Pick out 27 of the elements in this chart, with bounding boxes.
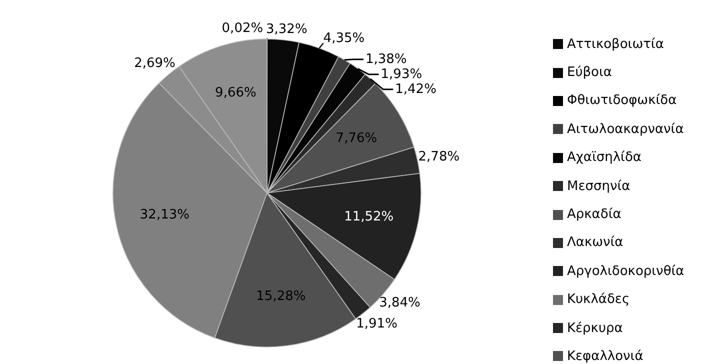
data-label: 3,32%: [266, 22, 308, 37]
legend-label: Μεσσηνία: [567, 178, 630, 194]
legend-label: Κέρκυρα: [567, 320, 623, 336]
legend-label: Αργολιδοκορινθία: [567, 264, 684, 279]
data-label: 3,84%: [379, 296, 420, 311]
data-label: 9,66%: [215, 85, 256, 100]
data-label: 7,76%: [336, 130, 378, 146]
legend-label: Εύβοια: [567, 65, 612, 80]
legend-label: Κεφαλλονιά: [567, 348, 644, 364]
legend-label: Αιτωλοακαρνανία: [567, 122, 684, 137]
data-label: 11,52%: [344, 210, 394, 225]
data-label: 4,35%: [323, 31, 365, 46]
data-label: 1,42%: [395, 82, 436, 97]
data-label: 2,78%: [418, 149, 460, 164]
legend-label: Φθιωτιδοφωκίδα: [567, 93, 677, 108]
legend-label: Αχαϊσηλίδα: [567, 150, 642, 166]
data-label: 1,38%: [365, 52, 407, 67]
data-label: 32,13%: [140, 208, 190, 223]
data-label: 15,28%: [256, 289, 306, 304]
data-label: 0,02%: [222, 20, 264, 36]
data-label: 1,91%: [356, 316, 398, 332]
legend-label: Κυκλάδες: [567, 292, 630, 308]
data-label: 2,69%: [134, 56, 176, 71]
data-label: 1,93%: [380, 66, 422, 82]
legend-label: Λακωνία: [567, 235, 624, 250]
legend-label: Αττικοβοιωτία: [567, 36, 664, 52]
legend-label: Αρκαδία: [567, 207, 622, 222]
